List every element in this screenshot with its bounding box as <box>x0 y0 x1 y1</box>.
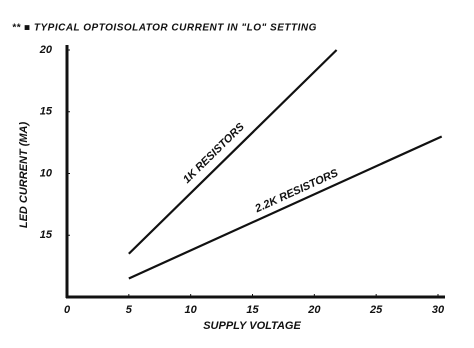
x-tick-label: 15 <box>246 304 259 316</box>
y-tick-label: 10 <box>40 167 53 179</box>
x-tick-label: 10 <box>185 304 198 316</box>
x-tick-label: 0 <box>64 304 71 316</box>
chart-title: ** ■ TYPICAL OPTOISOLATOR CURRENT IN "LO… <box>12 23 317 34</box>
line <box>128 135 443 280</box>
x-tick-label: 20 <box>307 304 321 316</box>
x-tick-label: 25 <box>369 304 383 316</box>
line-label: 1K RESISTORS <box>181 121 247 186</box>
y-tick-label: 15 <box>40 229 53 241</box>
x-tick-label: 5 <box>126 304 133 316</box>
x-tick-label: 30 <box>432 304 445 316</box>
line-label: 2.2K RESISTORS <box>253 167 341 216</box>
x-axis-label: SUPPLY VOLTAGE <box>203 320 301 332</box>
y-tick-label: 15 <box>40 106 53 118</box>
y-axis-label: LED CURRENT (MA) <box>18 122 30 229</box>
line <box>128 49 338 255</box>
y-tick-label: 20 <box>39 44 53 56</box>
